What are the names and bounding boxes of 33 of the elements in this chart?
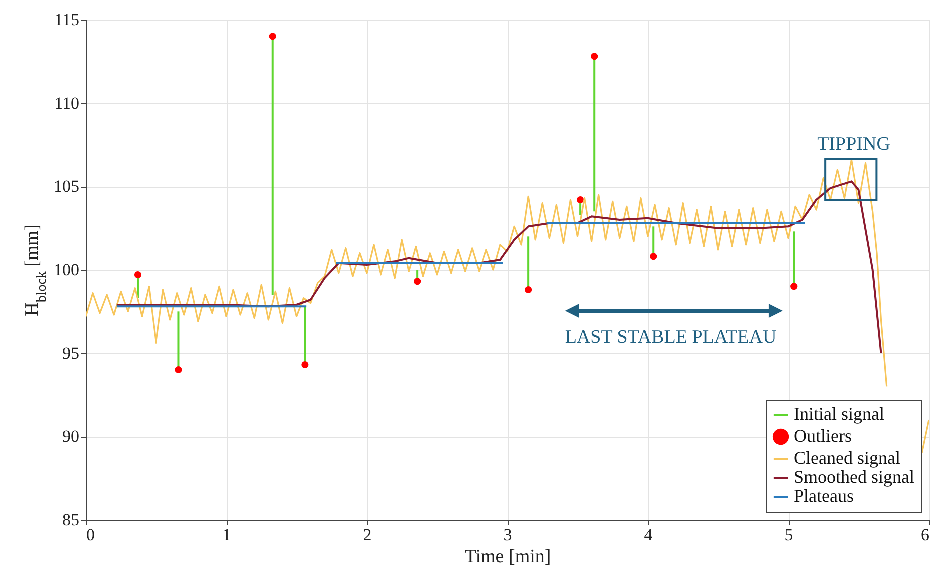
point	[650, 253, 658, 260]
x-tick-label: 1	[222, 526, 232, 544]
x-tick-label: 0	[86, 526, 95, 544]
x-tick-label: 5	[784, 526, 794, 544]
legend-label: Initial signal	[794, 404, 884, 424]
x-tick-label: 4	[644, 526, 654, 544]
annotation: TIPPING	[818, 134, 891, 155]
x-axis-title: Time [min]	[464, 546, 552, 568]
y-tick-label: 100	[54, 260, 80, 280]
annotation: LAST STABLE PLATEAU	[565, 327, 777, 348]
x-tick-label: 2	[363, 526, 372, 544]
point	[269, 33, 276, 40]
point	[302, 361, 309, 369]
point	[414, 278, 422, 286]
y-tick-label: 105	[54, 177, 80, 196]
point	[134, 271, 142, 279]
point	[790, 283, 798, 290]
x-tick-label: 3	[504, 526, 512, 544]
y-tick-label: 85	[62, 510, 80, 530]
legend-label: Smoothed signal	[794, 467, 914, 487]
line-series	[116, 180, 882, 354]
x-tick-label: 6	[921, 526, 930, 544]
y-tick-label: 115	[54, 10, 80, 30]
point	[175, 366, 182, 374]
legend-label: Cleaned signal	[794, 448, 900, 468]
point	[591, 53, 598, 60]
legend-label: Outliers	[794, 426, 852, 446]
y-tick-label: 110	[54, 94, 80, 113]
point	[525, 286, 532, 294]
y-tick-label: 95	[62, 344, 80, 363]
legend-label: Plateaus	[794, 486, 854, 506]
y-tick-label: 90	[62, 427, 80, 446]
point	[577, 196, 584, 204]
